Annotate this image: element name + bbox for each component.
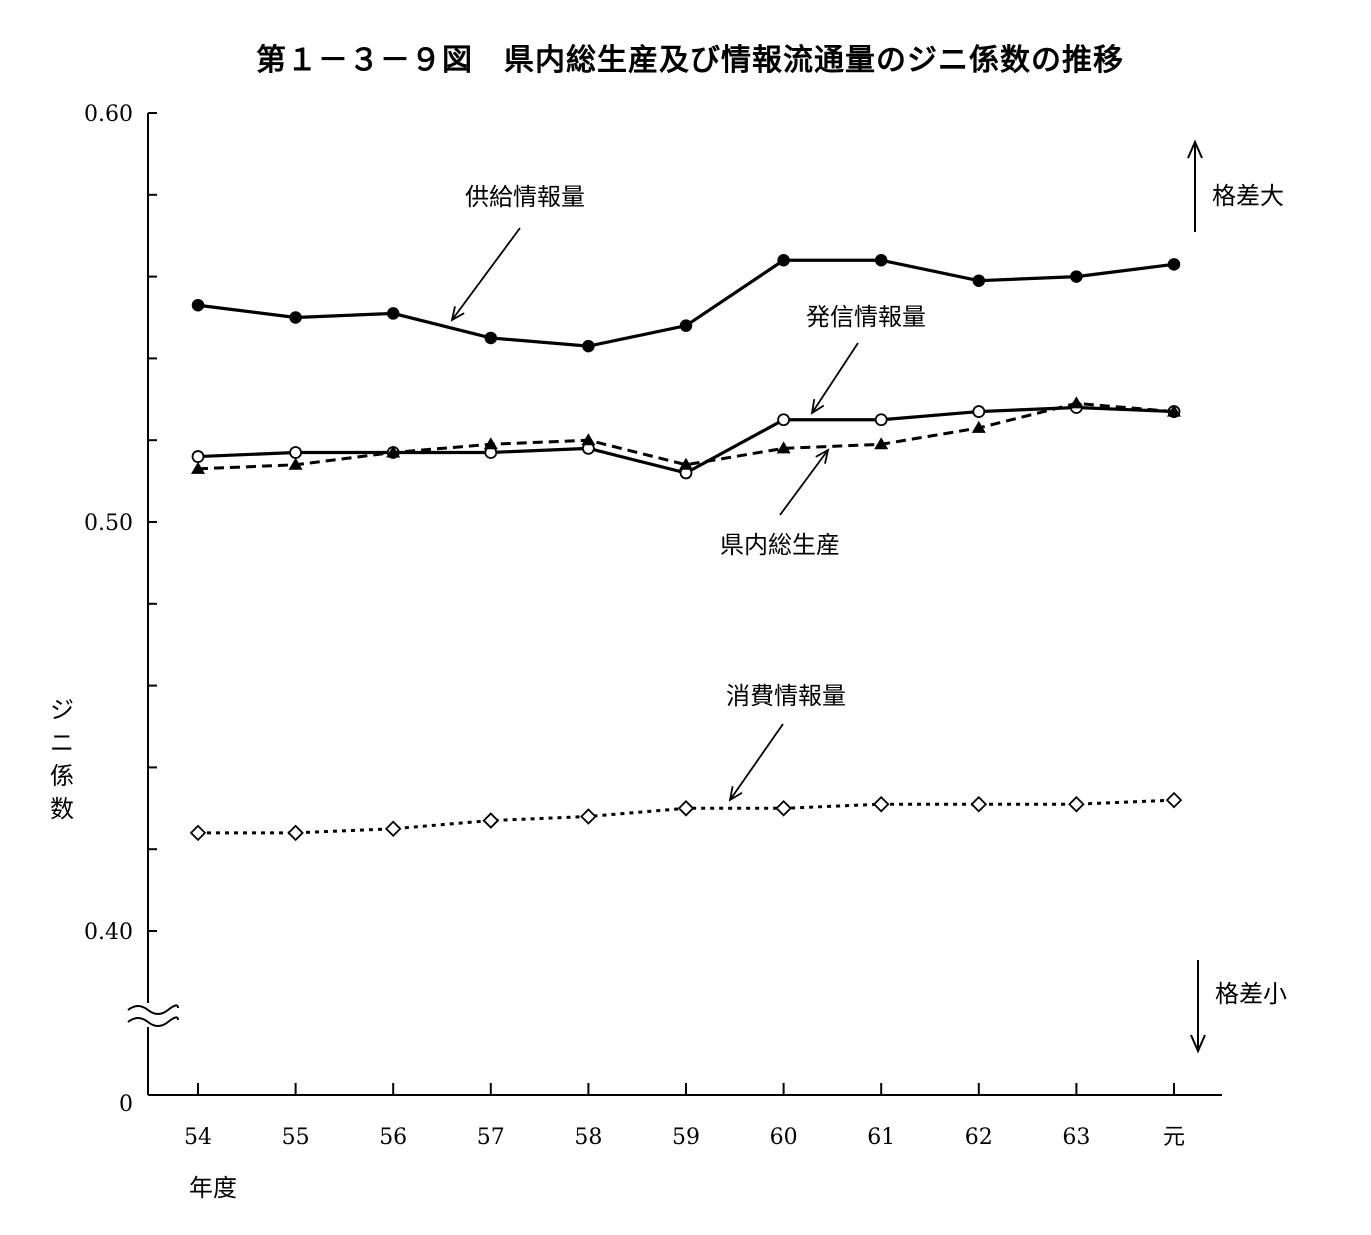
data-point [1167,258,1181,271]
data-point [386,445,401,458]
data-point [679,457,693,470]
data-point [777,253,790,267]
series-supply [191,253,1181,353]
y-axis-label-char: ニ [50,729,74,757]
series-label-transmission: 発信情報量 [806,303,926,331]
y-axis-label-char: 係 [50,762,74,790]
data-point [972,274,986,287]
data-point [581,433,596,446]
data-point [874,253,888,267]
chart-title: 第１－３－９図 県内総生産及び情報流通量のジニ係数の推移 [256,43,1124,78]
data-point [191,461,205,474]
data-point [872,795,890,813]
data-point [483,437,498,450]
disparity-small-label: 格差小 [1215,980,1287,1008]
data-point [386,307,400,320]
data-point [384,820,402,838]
callout-arrowhead [810,399,825,415]
series-line-gdp [197,401,1175,471]
callout-arrow [729,723,784,801]
callout-arrow [811,342,859,414]
callout-consumption: 消費情報量 [726,682,846,802]
data-point [1165,791,1183,809]
data-point [287,824,304,842]
data-point [874,413,888,427]
data-point [289,446,303,459]
data-point [191,450,205,463]
data-point [971,420,986,433]
data-point [972,405,986,418]
callout-arrowhead [728,786,743,802]
data-point [775,800,792,817]
callout-arrow [451,227,521,321]
y-axis-label-char: ジ [50,696,74,724]
x-tick-label: 57 [477,1125,505,1150]
disparity-large-label: 格差大 [1212,182,1284,210]
disparity-small-annotation: 格差小 [1190,960,1287,1054]
axis-break-mark [127,1004,179,1015]
data-point [1167,404,1181,417]
series-layer [189,253,1183,842]
callout-transmission: 発信情報量 [806,303,926,415]
y-axis-label: ジニ係数 [50,696,74,823]
data-point [776,441,791,454]
data-point [970,795,988,813]
callout-supply: 供給情報量 [450,183,585,322]
data-point [582,339,595,353]
y-tick-label: 0 [119,1092,133,1117]
data-point [777,413,790,427]
series-label-gdp: 県内総生産 [720,531,840,559]
data-point [484,331,498,345]
series-gdp [191,396,1181,474]
x-axis-label: 年度 [189,1174,237,1202]
series-label-supply: 供給情報量 [465,183,585,211]
x-tick-label: 59 [672,1125,700,1150]
callout-gdp: 県内総生産 [720,448,840,559]
data-point [191,298,205,312]
axis-break-mark [127,1016,179,1027]
data-point [580,808,597,825]
x-tick-label: 元 [1163,1125,1185,1150]
y-tick-label: 0.40 [84,920,133,945]
data-point [1070,270,1083,283]
data-point [677,800,695,817]
x-tick-label: 62 [965,1125,993,1150]
x-tick-label: 55 [282,1125,310,1150]
series-consumption [189,791,1183,842]
x-tick-label: 63 [1062,1125,1090,1150]
x-tick-label: 61 [867,1125,895,1150]
disparity-large-annotation: 格差大 [1187,139,1284,232]
callout-arrowhead [815,448,830,464]
data-point [189,824,207,842]
series-transmission [191,401,1181,480]
y-tick-label: 0.50 [84,511,133,536]
y-ticks: 0.60 0.50 0.40 0 [84,102,157,1117]
axes [127,113,1222,1096]
data-point [1068,795,1085,813]
data-point [482,812,500,829]
callout-arrow [779,449,829,516]
data-point [289,311,302,324]
callout-arrowhead [450,306,465,322]
data-point [679,319,693,332]
data-point [1069,396,1084,409]
y-axis-label-char: 数 [50,795,74,823]
x-ticks: 54 55 56 57 58 59 60 61 62 63 元 [184,1083,1185,1150]
x-tick-label: 54 [184,1125,212,1150]
series-line-supply [197,258,1175,348]
data-point [874,437,889,450]
data-point [288,457,303,470]
x-tick-label: 56 [379,1125,407,1150]
series-label-consumption: 消費情報量 [726,682,846,710]
y-tick-label: 0.60 [84,102,133,127]
x-tick-label: 60 [770,1125,798,1150]
x-tick-label: 58 [574,1125,602,1150]
